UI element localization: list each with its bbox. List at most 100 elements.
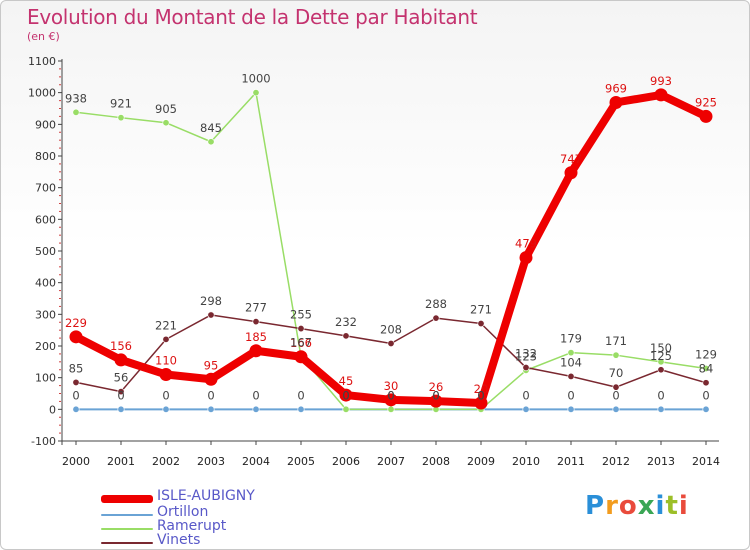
- data-label-vinets: 277: [245, 301, 267, 315]
- data-label-vinets: 84: [699, 362, 714, 376]
- data-point-isle-aubigny: [294, 350, 308, 364]
- legend-swatch-ramerupt: [101, 528, 153, 530]
- data-point-ortillon: [522, 405, 530, 413]
- data-point-isle-aubigny: [609, 95, 623, 109]
- x-tick-label: 2004: [242, 455, 270, 468]
- data-label-vinets: 70: [609, 366, 624, 380]
- data-label-vinets: 221: [155, 318, 177, 332]
- proxiti-logo: Proxiti: [585, 491, 689, 521]
- data-label-ramerupt: 1000: [241, 72, 270, 86]
- chart-unit: (en €): [27, 30, 60, 43]
- data-label-ortillon: 0: [117, 388, 124, 402]
- data-label-ortillon: 0: [342, 388, 349, 402]
- data-point-isle-aubigny: [384, 393, 398, 407]
- y-tick-label: 400: [35, 277, 56, 290]
- x-tick-label: 2014: [692, 455, 720, 468]
- data-point-isle-aubigny: [519, 251, 533, 265]
- data-label-vinets: 208: [380, 322, 402, 336]
- data-point-ramerupt: [117, 114, 125, 122]
- data-label-ramerupt: 0: [342, 388, 349, 402]
- legend-swatch-isle-aubigny: [101, 495, 153, 503]
- y-tick-label: 200: [35, 340, 56, 353]
- data-point-vinets: [387, 339, 395, 347]
- legend-swatch-vinets: [101, 542, 153, 544]
- legend-label-isle-aubigny: ISLE-AUBIGNY: [157, 488, 255, 504]
- data-point-ramerupt: [612, 351, 620, 359]
- data-point-vinets: [207, 311, 215, 319]
- data-point-vinets: [477, 320, 485, 328]
- data-point-vinets: [657, 366, 665, 374]
- x-tick-label: 2010: [512, 455, 540, 468]
- x-tick-label: 2001: [107, 455, 135, 468]
- data-point-ramerupt: [567, 349, 575, 357]
- y-tick-label: 800: [35, 150, 56, 163]
- data-label-ortillon: 0: [162, 388, 169, 402]
- data-label-ramerupt: 921: [110, 97, 132, 111]
- data-point-isle-aubigny: [204, 372, 218, 386]
- data-label-isle-aubigny: 993: [650, 74, 672, 88]
- data-label-ramerupt: 123: [515, 349, 537, 363]
- y-tick-label: 600: [35, 213, 56, 226]
- y-tick-label: 500: [35, 245, 56, 258]
- x-tick-label: 2002: [152, 455, 180, 468]
- y-tick-label: 300: [35, 308, 56, 321]
- data-label-ortillon: 0: [297, 388, 304, 402]
- data-point-vinets: [162, 335, 170, 343]
- legend-swatch-ortillon: [101, 514, 153, 516]
- data-label-ortillon: 0: [252, 388, 259, 402]
- data-label-isle-aubigny: 30: [384, 379, 399, 393]
- logo-letter: i: [678, 491, 689, 521]
- y-tick-label: 0: [49, 403, 56, 416]
- legend-label-ortillon: Ortillon: [157, 504, 209, 520]
- x-tick-label: 2009: [467, 455, 495, 468]
- data-label-isle-aubigny: 26: [429, 380, 444, 394]
- data-label-ramerupt: 0: [432, 388, 439, 402]
- x-tick-label: 2012: [602, 455, 630, 468]
- data-point-vinets: [117, 388, 125, 396]
- x-tick-label: 2005: [287, 455, 315, 468]
- data-label-isle-aubigny: 229: [65, 316, 87, 330]
- data-label-ortillon: 0: [567, 388, 574, 402]
- logo-letter: t: [665, 491, 679, 521]
- data-point-ortillon: [117, 405, 125, 413]
- y-tick-label: 700: [35, 182, 56, 195]
- data-label-vinets: 298: [200, 294, 222, 308]
- data-label-vinets: 125: [650, 349, 672, 363]
- data-point-vinets: [342, 332, 350, 340]
- data-point-isle-aubigny: [564, 166, 578, 180]
- y-tick-label: 100: [35, 372, 56, 385]
- data-label-isle-aubigny: 747: [560, 152, 582, 166]
- data-label-ortillon: 0: [72, 388, 79, 402]
- data-label-ortillon: 0: [522, 388, 529, 402]
- y-tick-label: 1000: [28, 87, 56, 100]
- data-point-ramerupt: [702, 364, 710, 372]
- data-point-isle-aubigny: [249, 344, 263, 358]
- data-label-ortillon: 0: [207, 388, 214, 402]
- data-label-isle-aubigny: 185: [245, 330, 267, 344]
- data-point-ortillon: [297, 405, 305, 413]
- data-point-vinets: [297, 325, 305, 333]
- data-label-isle-aubigny: 925: [695, 95, 717, 109]
- data-label-ortillon: 0: [702, 388, 709, 402]
- data-point-vinets: [72, 378, 80, 386]
- data-label-vinets: 132: [515, 347, 537, 361]
- data-label-vinets: 232: [335, 315, 357, 329]
- logo-letter: i: [655, 491, 666, 521]
- data-label-isle-aubigny: 166: [290, 336, 312, 350]
- data-label-ramerupt: 0: [477, 388, 484, 402]
- data-label-vinets: 288: [425, 297, 447, 311]
- data-point-ramerupt: [387, 405, 395, 413]
- data-point-ortillon: [162, 405, 170, 413]
- data-label-isle-aubigny: 479: [515, 237, 537, 251]
- data-point-isle-aubigny: [654, 88, 668, 102]
- data-point-ramerupt: [342, 405, 350, 413]
- data-point-ortillon: [207, 405, 215, 413]
- data-point-ramerupt: [207, 138, 215, 146]
- data-point-ramerupt: [252, 89, 260, 97]
- legend-label-ramerupt: Ramerupt: [157, 518, 227, 534]
- data-label-ramerupt: 150: [650, 341, 672, 355]
- data-point-vinets: [252, 318, 260, 326]
- data-label-isle-aubigny: 95: [204, 358, 219, 372]
